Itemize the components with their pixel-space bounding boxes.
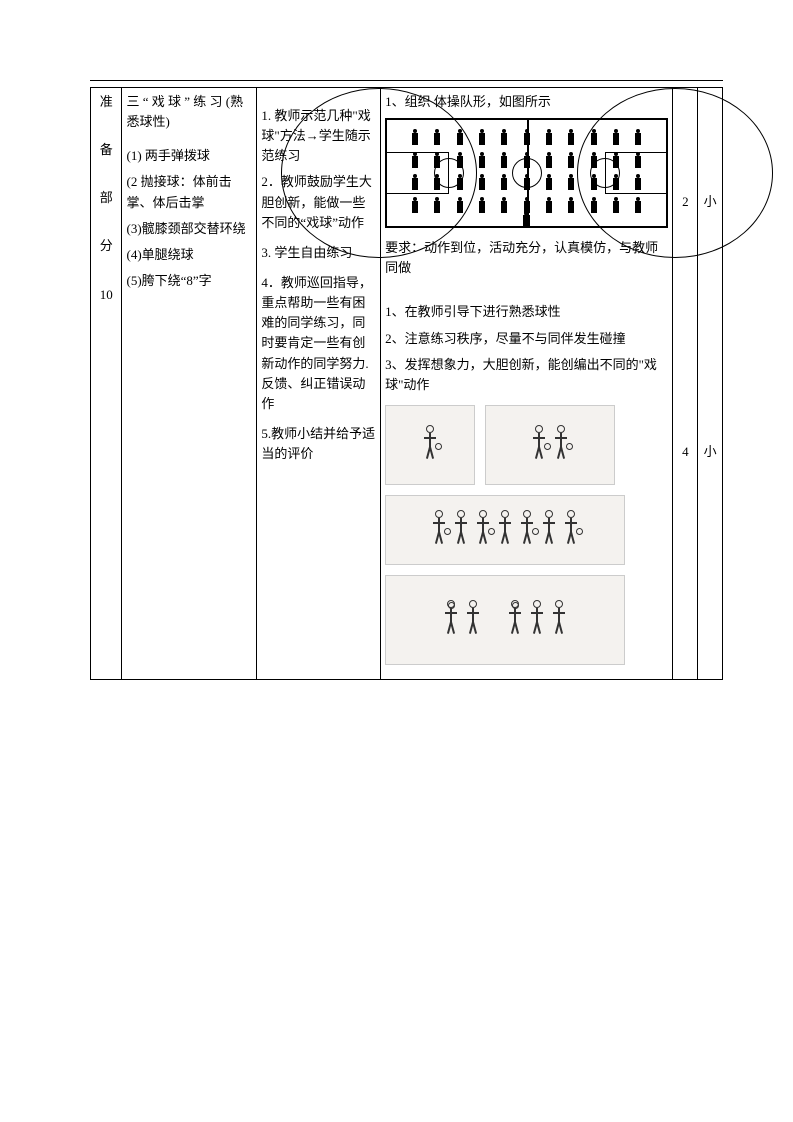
table-row: 准 备 部 分 10 三 “ 戏 球 ” 练 习 (熟悉球性) (1) 两手弹拨… [91,88,723,680]
player-icon [412,156,418,168]
activity-title: 三 “ 戏 球 ” 练 习 (熟悉球性) [126,92,252,132]
stick-figure-icon [530,425,548,465]
org-item: 1、在教师引导下进行熟悉球性 [385,302,668,322]
teacher-step: 4．教师巡回指导，重点帮助一些有困难的同学练习，同时要肯定一些有创新动作的同学努… [261,273,376,414]
section-label-cell: 准 备 部 分 10 [91,88,122,680]
player-icon [479,201,485,213]
stick-figure-icon [552,425,570,465]
exercise-figure [485,405,615,485]
player-icon [635,133,641,145]
player-icon [457,178,463,190]
activity-item: (5)胯下绕“8”字 [126,271,252,291]
activity-item: (4)单腿绕球 [126,245,252,265]
count-value: 4 [677,442,693,462]
player-row [404,156,650,168]
player-icon [412,133,418,145]
stick-figure-icon [442,600,460,640]
player-icon [479,178,485,190]
player-icon [635,201,641,213]
player-icon [568,133,574,145]
player-icon [412,201,418,213]
player-icon [479,156,485,168]
stick-figure-icon [496,510,514,550]
player-icon [591,178,597,190]
figure-set [385,405,668,665]
player-icon [635,178,641,190]
player-icon [613,201,619,213]
label-char: 部 [95,188,117,208]
stick-figure-icon [528,600,546,640]
teacher-step: 5.教师小结并给予适当的评价 [261,424,376,464]
player-icon [568,156,574,168]
player-icon [613,178,619,190]
organization-cell: 1、组织 体操队形，如图所示 [381,88,673,680]
exercise-figure [385,405,475,485]
activity-item: (1) 两手弹拨球 [126,146,252,166]
player-row [404,178,650,190]
player-icon [546,201,552,213]
label-char: 准 [95,92,117,112]
player-icon [457,133,463,145]
top-rule [90,80,723,81]
player-icon [434,178,440,190]
activity-cell: 三 “ 戏 球 ” 练 习 (熟悉球性) (1) 两手弹拨球 (2 抛接球：体前… [122,88,257,680]
player-icon [412,178,418,190]
player-icon [501,133,507,145]
player-icon [434,156,440,168]
player-icon [524,133,530,145]
activity-item: (3)髋膝颈部交替环绕 [126,219,252,239]
player-icon [546,133,552,145]
player-icon [501,156,507,168]
stick-figure-icon [421,425,439,465]
player-grid [404,128,650,218]
stick-figure-icon [518,510,536,550]
player-row [404,133,650,145]
activity-item: (2 抛接球：体前击掌、体后击掌 [126,172,252,212]
court-diagram [385,118,668,228]
teacher-marker [523,215,530,228]
stick-figure-icon [562,510,580,550]
stick-figure-icon [540,510,558,550]
stick-figure-icon [474,510,492,550]
player-icon [524,178,530,190]
player-icon [635,156,641,168]
player-icon [613,156,619,168]
org-item: 3、发挥想象力，大胆创新，能创编出不同的"戏球"动作 [385,355,668,395]
player-icon [434,133,440,145]
figure-row [385,495,668,565]
player-icon [613,133,619,145]
player-icon [568,178,574,190]
page: 准 备 部 分 10 三 “ 戏 球 ” 练 习 (熟悉球性) (1) 两手弹拨… [0,0,793,1122]
player-icon [457,156,463,168]
player-icon [546,156,552,168]
player-icon [434,201,440,213]
player-icon [568,201,574,213]
note-value: 小 [702,442,718,462]
label-char: 备 [95,140,117,160]
exercise-figure [385,575,625,665]
stick-figure-icon [430,510,448,550]
stick-figure-icon [452,510,470,550]
player-icon [591,156,597,168]
label-char: 分 [95,236,117,256]
label-char: 10 [95,285,117,305]
stick-figure-icon [464,600,482,640]
player-icon [501,178,507,190]
stick-figure-icon [550,600,568,640]
player-icon [501,201,507,213]
exercise-figure [385,495,625,565]
stick-figure-icon [506,600,524,640]
player-icon [591,201,597,213]
lesson-table: 准 备 部 分 10 三 “ 戏 球 ” 练 习 (熟悉球性) (1) 两手弹拨… [90,87,723,680]
player-icon [479,133,485,145]
player-icon [524,156,530,168]
player-icon [457,201,463,213]
figure-row [385,575,668,665]
figure-row [385,405,668,485]
org-item: 2、注意练习秩序，尽量不与同伴发生碰撞 [385,329,668,349]
player-icon [591,133,597,145]
player-icon [546,178,552,190]
